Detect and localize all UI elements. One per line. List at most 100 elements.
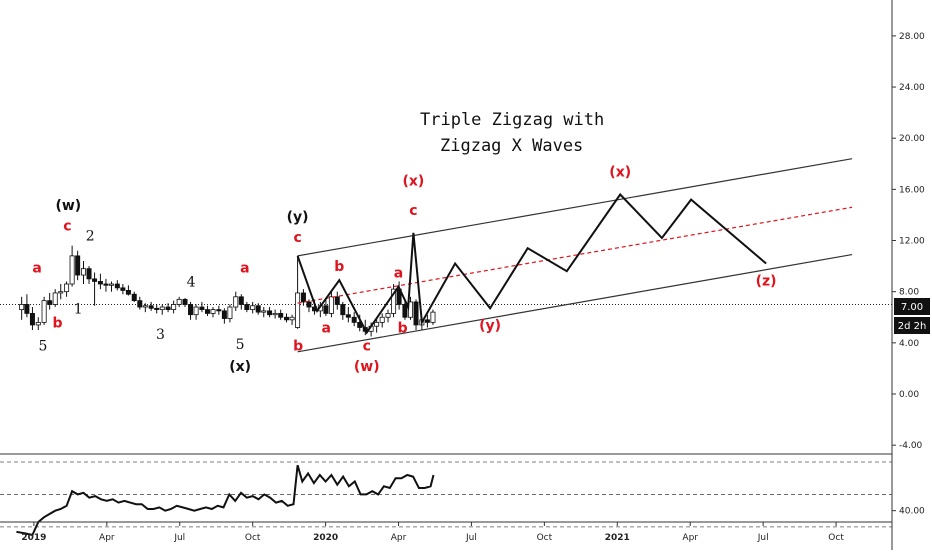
candle-body bbox=[261, 310, 267, 313]
candle-body bbox=[199, 306, 205, 310]
candle-body bbox=[114, 283, 120, 289]
candle-body bbox=[131, 293, 137, 302]
wave-label-red: (w) bbox=[354, 359, 380, 375]
wave-label-red: (x) bbox=[402, 174, 424, 190]
candle-body bbox=[148, 305, 154, 309]
wave-label-black: 5 bbox=[38, 339, 47, 355]
y-tick-label: 16.00 bbox=[899, 185, 925, 195]
wave-label-black: (w) bbox=[55, 198, 81, 214]
candle-body bbox=[334, 296, 340, 305]
wave-label-red: a bbox=[240, 260, 249, 276]
wave-label-black: 1 bbox=[74, 301, 83, 317]
candle-body bbox=[306, 301, 312, 308]
x-tick-label: 2021 bbox=[605, 533, 630, 543]
candle-body bbox=[64, 283, 70, 293]
candle-body bbox=[351, 316, 357, 323]
candle-body bbox=[295, 292, 301, 328]
candle-body bbox=[103, 283, 109, 286]
wave-label-red: a bbox=[32, 260, 41, 276]
wave-label-red: (z) bbox=[756, 273, 777, 289]
candle-body bbox=[171, 304, 177, 310]
wave-label-red: a bbox=[394, 266, 403, 282]
channel-upper-line bbox=[297, 158, 853, 257]
indicator-line bbox=[16, 464, 435, 537]
wave-label-red: a bbox=[321, 321, 330, 337]
candle-body bbox=[176, 298, 182, 305]
wave-label-black: 2 bbox=[86, 229, 95, 245]
wave-label-black: (y) bbox=[287, 209, 309, 225]
wave-label-red: (x) bbox=[609, 165, 631, 181]
candle-body bbox=[278, 313, 284, 318]
y-tick-label: -4.00 bbox=[899, 441, 923, 451]
channel-layer bbox=[297, 158, 853, 353]
candle-body bbox=[75, 255, 81, 276]
candle-body bbox=[244, 304, 250, 310]
x-tick-label: Jul bbox=[465, 533, 477, 543]
candle-body bbox=[379, 316, 385, 323]
indicator-tick-label: 40.00 bbox=[899, 507, 925, 517]
y-tick-label: 24.00 bbox=[899, 83, 925, 93]
x-tick-label: 2020 bbox=[313, 533, 338, 543]
time-marker-box bbox=[894, 317, 930, 334]
candle-body bbox=[345, 314, 351, 318]
candle-body bbox=[97, 281, 103, 285]
candle-body bbox=[80, 268, 86, 276]
candle-body bbox=[413, 301, 419, 326]
x-tick-label: Apr bbox=[682, 533, 698, 543]
x-tick-label: Apr bbox=[99, 533, 115, 543]
candle-body bbox=[92, 278, 98, 282]
candle-body bbox=[165, 306, 171, 310]
candle-body bbox=[328, 296, 334, 314]
y-tick-label: 20.00 bbox=[899, 134, 925, 144]
candle-body bbox=[323, 305, 329, 314]
candle-body bbox=[125, 290, 131, 295]
candle-body bbox=[29, 313, 35, 326]
x-tick-label: Jul bbox=[173, 533, 185, 543]
x-tick-label: Oct bbox=[245, 533, 261, 543]
candle-body bbox=[52, 292, 58, 305]
candle-body bbox=[340, 304, 346, 316]
candle-body bbox=[204, 309, 210, 314]
candle-body bbox=[154, 307, 160, 310]
candle-body bbox=[289, 316, 295, 321]
chart-title-line-1: Triple Zigzag with bbox=[420, 110, 604, 130]
candle-body bbox=[284, 316, 290, 321]
candle-body bbox=[391, 288, 397, 314]
wave-label-red: c bbox=[363, 339, 371, 355]
candle-body bbox=[108, 283, 114, 286]
candle-body bbox=[159, 306, 165, 310]
y-tick-label: 12.00 bbox=[899, 237, 925, 247]
wave-label-black: 3 bbox=[156, 327, 165, 343]
candle-body bbox=[47, 300, 53, 305]
candle-body bbox=[227, 306, 233, 319]
wave-label-red: b bbox=[398, 321, 408, 337]
wave-label-red: b bbox=[293, 339, 303, 355]
candle-body bbox=[35, 321, 41, 326]
y-tick-label: 8.00 bbox=[899, 288, 919, 298]
indicator-layer: 40.00 bbox=[0, 461, 925, 537]
candle-body bbox=[24, 304, 30, 314]
candle-body bbox=[255, 305, 261, 313]
candles-layer bbox=[19, 245, 436, 337]
wave-path bbox=[296, 192, 767, 335]
y-tick-label: 28.00 bbox=[899, 32, 925, 42]
channel-mid-line bbox=[297, 206, 853, 304]
candle-body bbox=[19, 304, 25, 310]
candle-body bbox=[430, 311, 436, 323]
y-tick-label: 4.00 bbox=[899, 339, 919, 349]
candle-body bbox=[210, 309, 216, 314]
candle-body bbox=[424, 319, 430, 323]
candle-body bbox=[182, 298, 188, 305]
x-tick-label: Oct bbox=[828, 533, 844, 543]
wave-label-red: b bbox=[334, 259, 344, 275]
candle-body bbox=[300, 292, 306, 303]
wave-path-layer bbox=[296, 192, 767, 335]
wave-label-red: c bbox=[63, 218, 71, 234]
candle-body bbox=[272, 313, 278, 316]
wave-label-black: 4 bbox=[187, 275, 196, 291]
time-marker-label: 2d 2h bbox=[898, 321, 927, 332]
price-marker-box bbox=[894, 298, 930, 315]
candle-body bbox=[188, 304, 194, 316]
candle-body bbox=[233, 296, 239, 308]
